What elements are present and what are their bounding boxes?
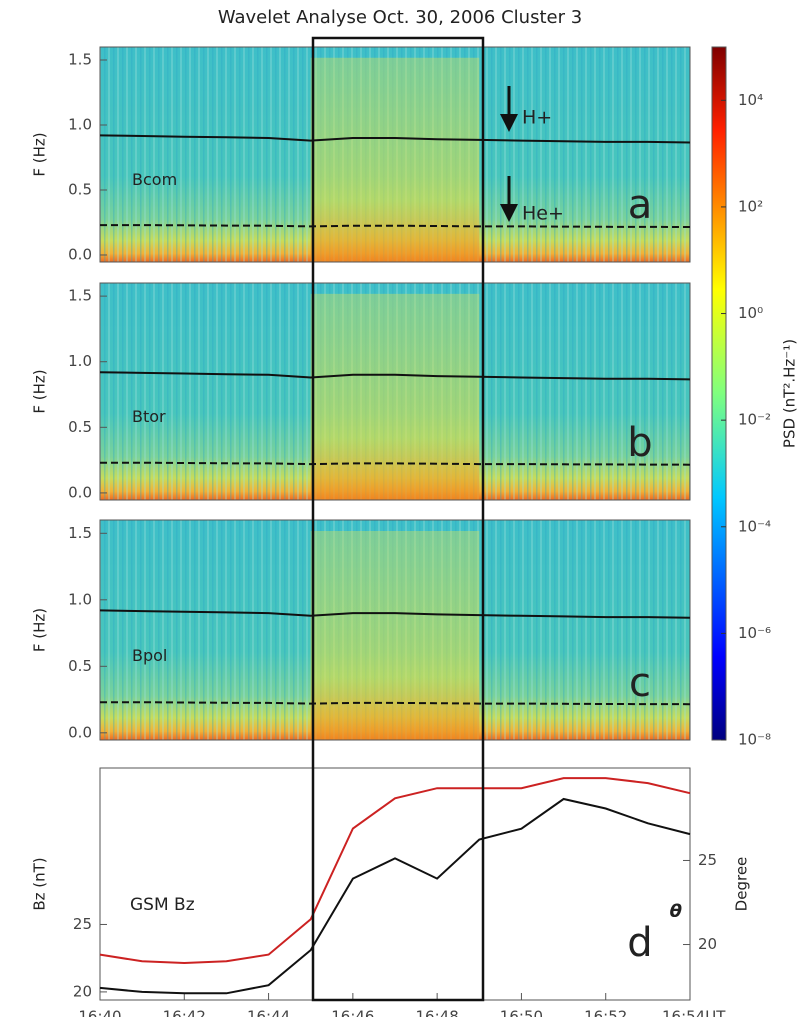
plot-area: 0.0 0.5 1.0 1.5 F (Hz) Bcom a 0.0 0.5 1.0 1.5 F (Hz… [31, 46, 799, 1017]
y2-tick-label: 25 [698, 851, 717, 869]
axes-frame [99, 282, 691, 501]
y-tick-label: 0.0 [68, 245, 92, 263]
panel-letter: c [629, 660, 651, 706]
figure-title: Wavelet Analyse Oct. 30, 2006 Cluster 3 [218, 7, 582, 28]
annotation: He+ [522, 203, 564, 225]
colorbar [711, 46, 727, 741]
x-tick-label: 16:48 [416, 1008, 459, 1017]
colorbar-tick-label: 10⁻⁴ [738, 517, 771, 535]
x-tick-label: 16:44 [247, 1008, 290, 1017]
spectrogram-enhancement [310, 531, 480, 740]
series-label: GSM Bz [130, 895, 195, 915]
y-tick-label: 0.5 [68, 418, 92, 436]
y-tick-label: 1.5 [68, 50, 92, 68]
colorbar-tick-label: 10⁻² [738, 411, 771, 429]
colorbar-tick-label: 10⁴ [738, 91, 763, 109]
y-tick-label: 1.0 [68, 352, 92, 370]
y-tick-label: 0.0 [68, 723, 92, 741]
colorbar-tick-label: 10⁻⁶ [738, 624, 771, 642]
axes-frame [99, 46, 691, 263]
y-tick-label: 0.5 [68, 180, 92, 198]
y-tick-label: 20 [73, 982, 92, 1000]
spectrogram-enhancement [310, 57, 480, 262]
y-tick-label: 0.0 [68, 483, 92, 501]
y-tick-label: 1.0 [68, 590, 92, 608]
y-tick-label: 25 [73, 915, 92, 933]
panel-component: Btor [132, 407, 166, 426]
x-tick-label: 16:50 [500, 1008, 543, 1017]
x-tick-label: 16:52 [584, 1008, 627, 1017]
series-line [99, 609, 691, 619]
y-tick-label: 0.5 [68, 657, 92, 675]
x-tick-label: 16:54UT [662, 1008, 726, 1017]
x-tick-label: 16:42 [163, 1008, 206, 1017]
colorbar-tick-label: 10² [738, 197, 763, 215]
series-line [99, 777, 691, 965]
colorbar-tick-label: 10⁰ [738, 304, 763, 322]
panel-component: Bpol [132, 646, 167, 665]
y-axis-label: F (Hz) [31, 608, 49, 652]
panel-letter: b [627, 420, 652, 466]
y-tick-label: 1.5 [68, 287, 92, 305]
y-axis-label: F (Hz) [31, 132, 49, 176]
series-line [99, 134, 691, 144]
x-tick-label: 16:46 [331, 1008, 374, 1017]
axes-frame [99, 767, 691, 1001]
y2-axis-label: Degree [733, 857, 751, 912]
panel-letter: d [627, 920, 652, 966]
y2-tick-label: 20 [698, 935, 717, 953]
arrow-head [500, 114, 518, 132]
panel-component: Bcom [132, 170, 177, 189]
series-line [99, 797, 691, 995]
y-tick-label: 1.0 [68, 115, 92, 133]
colorbar-label: PSD (nT².Hz⁻¹) [781, 339, 799, 448]
y-axis-label: F (Hz) [31, 369, 49, 413]
panel-letter: a [628, 182, 653, 228]
arrow-head [500, 204, 518, 222]
axes-frame [99, 519, 691, 741]
y-tick-label: 1.5 [68, 524, 92, 542]
interval-box [311, 36, 485, 1002]
x-tick-label: 16:40 [78, 1008, 121, 1017]
spectrogram-enhancement [310, 293, 480, 500]
overlay: H+ He+ [311, 36, 564, 1002]
series-label: θ [670, 901, 682, 922]
annotation: H+ [522, 107, 552, 129]
colorbar-tick-label: 10⁻⁸ [738, 731, 771, 749]
series-line [99, 371, 691, 381]
y-axis-label: Bz (nT) [31, 857, 49, 910]
